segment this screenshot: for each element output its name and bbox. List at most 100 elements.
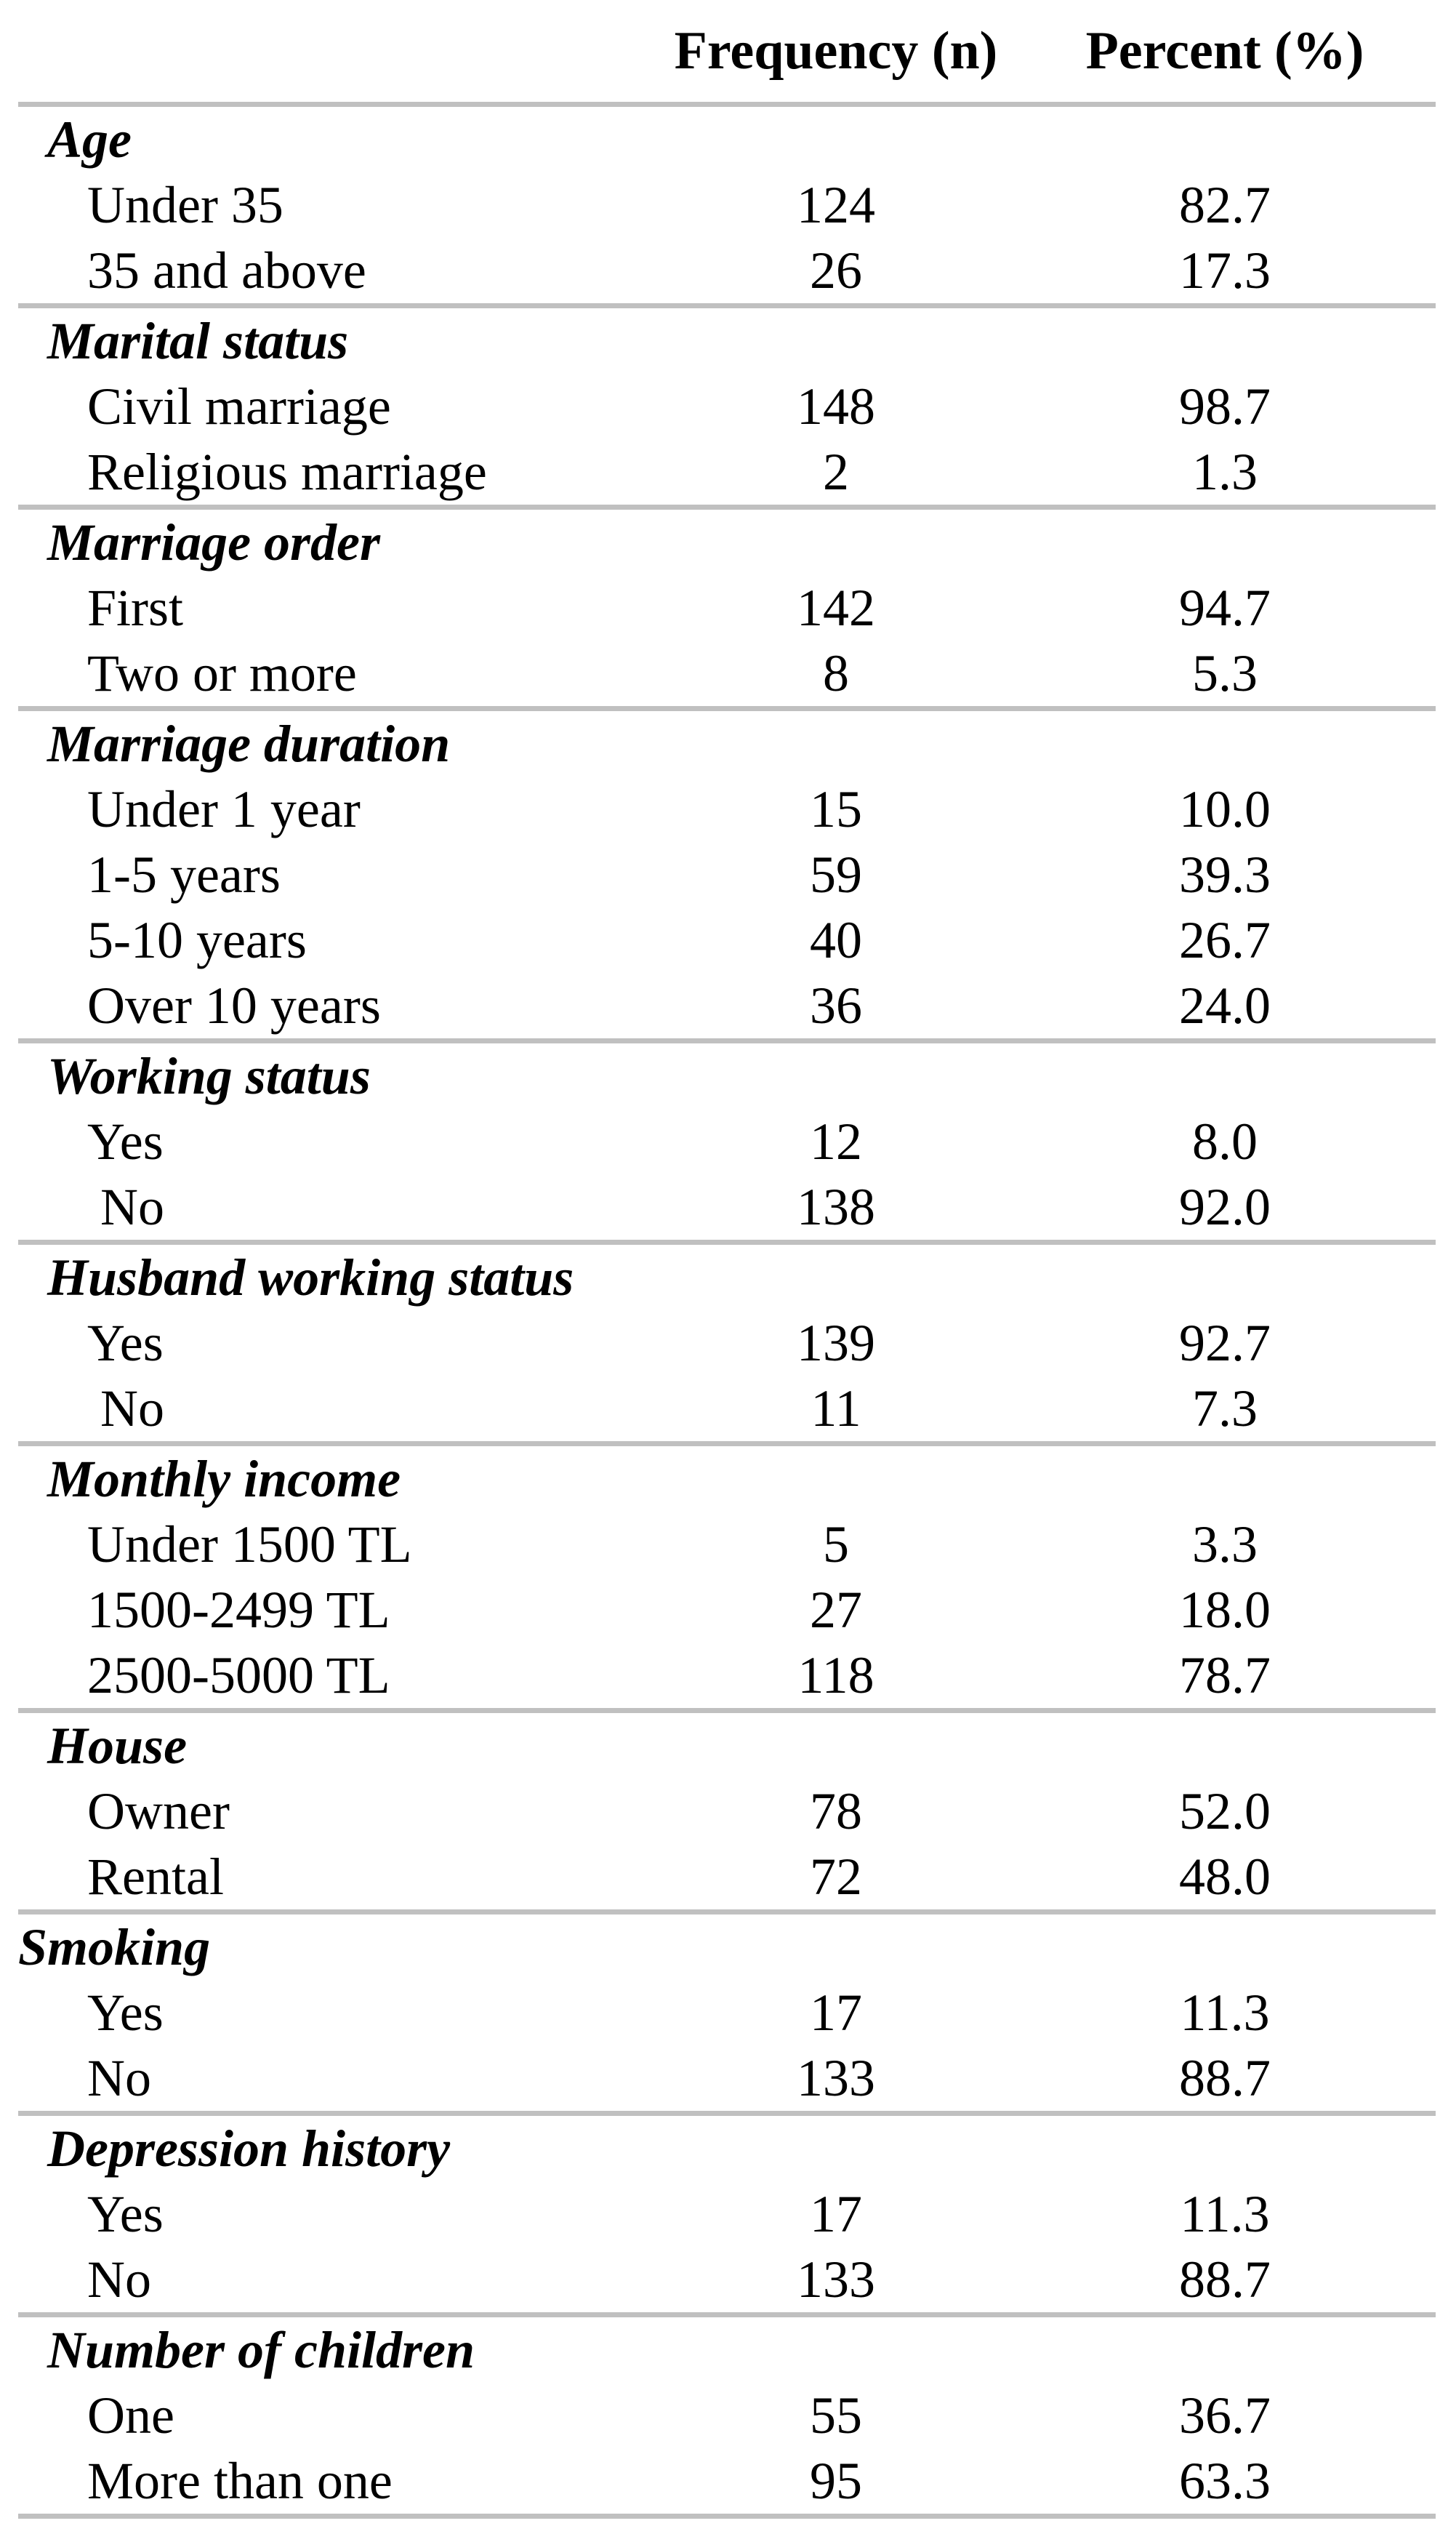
section-header-row: Marital status bbox=[18, 308, 1436, 374]
table-row: Yes 17 11.3 bbox=[18, 1980, 1436, 2045]
section-header-row: Monthly income bbox=[18, 1446, 1436, 1512]
frequency-value: 26 bbox=[810, 241, 862, 300]
table-row: Yes 17 11.3 bbox=[18, 2181, 1436, 2247]
percent-value: 48.0 bbox=[1179, 1848, 1271, 1906]
section-title: Husband working status bbox=[47, 1248, 574, 1307]
table-section: House Owner 78 52.0 Rental 72 48.0 bbox=[18, 1713, 1436, 1914]
frequency-value: 72 bbox=[810, 1848, 862, 1906]
row-label: One bbox=[87, 2386, 174, 2445]
row-label: Yes bbox=[87, 1984, 164, 2042]
percent-value: 78.7 bbox=[1179, 1646, 1271, 1704]
section-header-row: Smoking bbox=[18, 1914, 1436, 1980]
percent-value: 3.3 bbox=[1192, 1515, 1258, 1573]
table-section: Marital status Civil marriage 148 98.7 R… bbox=[18, 308, 1436, 510]
frequency-value: 148 bbox=[797, 377, 875, 436]
percent-value: 39.3 bbox=[1179, 846, 1271, 904]
row-label: 5-10 years bbox=[87, 911, 307, 969]
frequency-value: 133 bbox=[797, 2049, 875, 2107]
table-row: No 11 7.3 bbox=[18, 1376, 1436, 1441]
table-section: Husband working status Yes 139 92.7 No 1… bbox=[18, 1245, 1436, 1446]
section-title: Marital status bbox=[47, 312, 349, 370]
percent-value: 18.0 bbox=[1179, 1581, 1271, 1639]
percent-value: 17.3 bbox=[1179, 241, 1271, 300]
row-label: 1-5 years bbox=[87, 846, 281, 904]
row-label: No bbox=[87, 2049, 151, 2107]
percent-value: 5.3 bbox=[1192, 644, 1258, 702]
frequency-value: 17 bbox=[810, 2185, 862, 2243]
table-row: First 142 94.7 bbox=[18, 575, 1436, 641]
table-row: Under 35 124 82.7 bbox=[18, 172, 1436, 238]
frequency-value: 27 bbox=[810, 1581, 862, 1639]
table-row: Rental 72 48.0 bbox=[18, 1844, 1436, 1909]
percent-value: 82.7 bbox=[1179, 176, 1271, 234]
frequency-value: 118 bbox=[797, 1646, 874, 1704]
table-row: Two or more 8 5.3 bbox=[18, 641, 1436, 706]
percent-value: 52.0 bbox=[1179, 1782, 1271, 1840]
section-header-row: House bbox=[18, 1713, 1436, 1779]
table-section: Marriage order First 142 94.7 Two or mor… bbox=[18, 510, 1436, 711]
table-row: 2500-5000 TL 118 78.7 bbox=[18, 1643, 1436, 1708]
frequency-value: 2 bbox=[823, 443, 849, 501]
table-row: 5-10 years 40 26.7 bbox=[18, 907, 1436, 973]
frequency-value: 55 bbox=[810, 2386, 862, 2445]
section-header-row: Number of children bbox=[18, 2317, 1436, 2383]
row-label: Under 35 bbox=[87, 176, 283, 234]
table-row: Yes 12 8.0 bbox=[18, 1109, 1436, 1174]
percent-value: 92.0 bbox=[1179, 1178, 1271, 1236]
frequency-value: 12 bbox=[810, 1112, 862, 1171]
table-row: Over 10 years 36 24.0 bbox=[18, 973, 1436, 1038]
percent-value: 1.3 bbox=[1192, 443, 1258, 501]
row-label: Yes bbox=[87, 2185, 164, 2243]
frequency-value: 95 bbox=[810, 2452, 862, 2510]
table-row: Under 1 year 15 10.0 bbox=[18, 777, 1436, 842]
table-header-row: Frequency (n) Percent (%) bbox=[18, 0, 1436, 107]
row-label: 35 and above bbox=[87, 241, 366, 300]
percent-value: 24.0 bbox=[1179, 977, 1271, 1035]
section-title: Monthly income bbox=[47, 1450, 401, 1508]
row-label: No bbox=[87, 2250, 151, 2309]
section-title: Smoking bbox=[18, 1918, 211, 1976]
row-label: Rental bbox=[87, 1848, 224, 1906]
table-row: Under 1500 TL 5 3.3 bbox=[18, 1512, 1436, 1577]
table-row: No 133 88.7 bbox=[18, 2247, 1436, 2312]
percent-value: 11.3 bbox=[1180, 1984, 1270, 2042]
percent-value: 26.7 bbox=[1179, 911, 1271, 969]
section-header-row: Marriage duration bbox=[18, 711, 1436, 777]
row-label: First bbox=[87, 579, 184, 637]
section-title: Marriage order bbox=[47, 513, 381, 572]
table-row: No 133 88.7 bbox=[18, 2045, 1436, 2111]
table-row: No 138 92.0 bbox=[18, 1174, 1436, 1240]
section-title: Depression history bbox=[47, 2120, 451, 2178]
table-row: Owner 78 52.0 bbox=[18, 1779, 1436, 1844]
percent-value: 92.7 bbox=[1179, 1314, 1271, 1372]
percent-value: 94.7 bbox=[1179, 579, 1271, 637]
row-label: 1500-2499 TL bbox=[87, 1581, 390, 1639]
frequency-value: 142 bbox=[797, 579, 875, 637]
table-section: Age Under 35 124 82.7 35 and above 26 17… bbox=[18, 107, 1436, 308]
frequency-value: 139 bbox=[797, 1314, 875, 1372]
column-header-percent: Percent (%) bbox=[1085, 21, 1364, 81]
percent-value: 7.3 bbox=[1192, 1379, 1258, 1438]
frequency-value: 138 bbox=[797, 1178, 875, 1236]
row-label: Over 10 years bbox=[87, 977, 381, 1035]
percent-value: 10.0 bbox=[1179, 780, 1271, 838]
table-section: Smoking Yes 17 11.3 No 133 88.7 bbox=[18, 1914, 1436, 2116]
table-row: Yes 139 92.7 bbox=[18, 1310, 1436, 1376]
percent-value: 8.0 bbox=[1192, 1112, 1258, 1171]
row-label: No bbox=[87, 1178, 164, 1236]
section-header-row: Age bbox=[18, 107, 1436, 172]
section-header-row: Husband working status bbox=[18, 1245, 1436, 1310]
frequency-value: 124 bbox=[797, 176, 875, 234]
table-row: 35 and above 26 17.3 bbox=[18, 238, 1436, 303]
frequency-value: 17 bbox=[810, 1984, 862, 2042]
frequency-value: 36 bbox=[810, 977, 862, 1035]
percent-value: 36.7 bbox=[1179, 2386, 1271, 2445]
frequency-value: 5 bbox=[823, 1515, 849, 1573]
frequency-value: 59 bbox=[810, 846, 862, 904]
table-section: Monthly income Under 1500 TL 5 3.3 1500-… bbox=[18, 1446, 1436, 1713]
section-title: Age bbox=[47, 111, 132, 169]
percent-value: 88.7 bbox=[1179, 2250, 1271, 2309]
table-section: Depression history Yes 17 11.3 No 133 88… bbox=[18, 2116, 1436, 2317]
table-row: More than one 95 63.3 bbox=[18, 2448, 1436, 2514]
row-label: Two or more bbox=[87, 644, 357, 702]
